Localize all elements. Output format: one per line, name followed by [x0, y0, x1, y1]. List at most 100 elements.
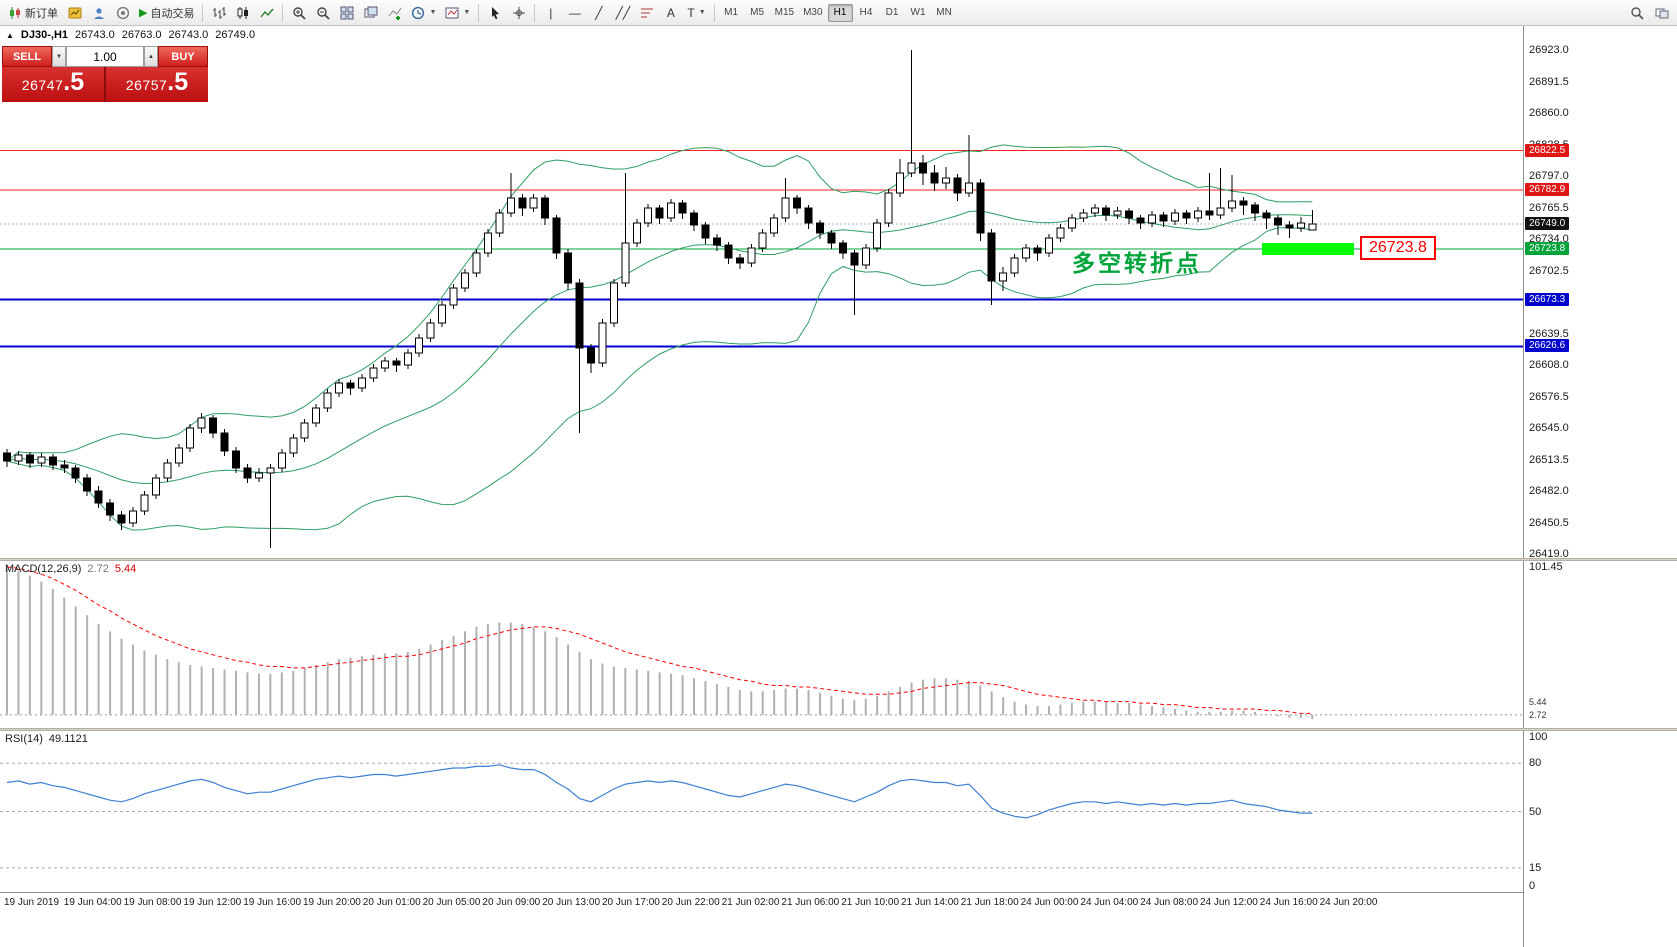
zoom-out-icon — [316, 6, 330, 20]
macd-value-main: 2.72 — [87, 563, 109, 575]
new-order-label: 新订单 — [25, 7, 58, 20]
time-axis-label: 24 Jun 04:00 — [1080, 897, 1139, 908]
toolbar-separator — [282, 3, 284, 22]
volume-increment-button[interactable]: ▲ — [144, 46, 158, 67]
rsi-axis-label: 50 — [1529, 805, 1542, 818]
sell-price-panel[interactable]: 26747 .5 — [2, 67, 104, 102]
sell-button[interactable]: SELL — [2, 46, 52, 67]
ohlc-close: 26749.0 — [215, 29, 256, 41]
timeframe-H4[interactable]: H4 — [859, 7, 873, 18]
navigator-button[interactable] — [87, 2, 110, 24]
search-button[interactable] — [1625, 2, 1648, 24]
zoom-in-button[interactable] — [287, 2, 310, 24]
fibonacci-tool[interactable] — [635, 2, 658, 24]
time-axis-label: 21 Jun 06:00 — [781, 897, 840, 908]
chart-window: ▲ DJ30-,H1 26743.0 26763.0 26743.0 26749… — [0, 26, 1677, 947]
price-level-badge: 26673.3 — [1525, 292, 1570, 306]
tile-windows-button[interactable] — [335, 2, 358, 24]
templates-button[interactable]: ▼ — [441, 2, 474, 24]
candlestick-chart-button[interactable] — [231, 2, 254, 24]
tile-windows-icon — [340, 6, 354, 20]
toolbar-separator — [713, 3, 715, 22]
symbol-title: DJ30-,H1 — [20, 29, 68, 41]
timeframe-D1[interactable]: D1 — [885, 7, 899, 18]
price-axis-label: 26797.0 — [1529, 170, 1569, 182]
trendline-tool[interactable]: ╱ — [587, 2, 610, 24]
toolbar-right — [1625, 2, 1673, 24]
time-axis-label: 20 Jun 13:00 — [542, 897, 601, 908]
channel-tool[interactable]: ╱╱ — [611, 2, 634, 24]
search-icon — [1630, 6, 1644, 20]
time-axis[interactable]: 19 Jun 2019 19 Jun 04:00 19 Jun 08:00 19 Ju… — [0, 892, 1677, 916]
symbol-header: ▲ DJ30-,H1 26743.0 26763.0 26743.0 26749… — [6, 29, 255, 41]
macd-label-row: MACD(12,26,9) 2.72 5.44 — [5, 563, 136, 575]
macd-main-marker: 2.72 — [1529, 709, 1547, 720]
zoom-out-button[interactable] — [311, 2, 334, 24]
time-axis-label: 19 Jun 16:00 — [243, 897, 302, 908]
main-chart-plot[interactable]: 多空转折点 26723.8 — [0, 42, 1523, 558]
one-click-toggle[interactable]: ▲ — [6, 30, 14, 40]
time-axis-label: 21 Jun 02:00 — [721, 897, 780, 908]
one-click-trading-panel: SELL ▼ ▲ BUY 26747 .5 26757 .5 — [2, 46, 208, 102]
arrange-windows-button[interactable] — [359, 2, 382, 24]
cursor-button[interactable] — [483, 2, 506, 24]
price-level-badge: 26782.9 — [1525, 183, 1570, 197]
time-axis-label: 24 Jun 08:00 — [1140, 897, 1199, 908]
macd-value-signal: 5.44 — [114, 563, 137, 575]
volume-decrement-button[interactable]: ▼ — [52, 46, 66, 67]
periods-button[interactable]: ▼ — [407, 2, 440, 24]
line-chart-button[interactable] — [255, 2, 278, 24]
line-chart-icon — [260, 6, 274, 20]
buy-price-frac: .5 — [167, 68, 189, 96]
text-icon: A — [666, 5, 675, 20]
toolbar-separator — [202, 3, 204, 22]
indicators-button[interactable] — [383, 2, 406, 24]
price-axis[interactable]: 26923.026891.526860.026828.526797.026765… — [1523, 26, 1677, 947]
label-tool[interactable]: T ▼ — [683, 2, 709, 24]
panel-splitter[interactable] — [0, 728, 1677, 731]
panel-splitter[interactable] — [0, 558, 1677, 561]
timeframe-H1[interactable]: H1 — [827, 3, 853, 22]
price-axis-label: 26765.5 — [1529, 201, 1569, 214]
vertical-line-tool[interactable]: | — [539, 2, 562, 24]
sell-price-frac: .5 — [63, 68, 85, 96]
time-axis-label: 19 Jun 08:00 — [123, 897, 182, 908]
time-axis-label: 20 Jun 17:00 — [602, 897, 660, 908]
buy-button[interactable]: BUY — [158, 46, 208, 67]
data-window-icon — [116, 6, 130, 20]
price-level-badge: 26723.8 — [1525, 242, 1570, 256]
clock-icon — [411, 6, 425, 20]
timeframe-W1[interactable]: W1 — [910, 7, 926, 18]
new-window-icon — [1655, 6, 1669, 20]
candlestick-chart-icon — [236, 6, 250, 20]
price-axis-label: 26639.5 — [1529, 327, 1569, 340]
ohlc-low: 26743.0 — [168, 29, 209, 41]
auto-trading-button[interactable]: ▶ 自动交易 — [135, 2, 198, 24]
level-highlight-bar — [1262, 243, 1354, 256]
data-window-button[interactable] — [111, 2, 134, 24]
time-axis-label: 24 Jun 12:00 — [1200, 897, 1258, 908]
market-watch-button[interactable] — [63, 2, 86, 24]
horizontal-line-tool[interactable]: — — [563, 2, 586, 24]
timeframe-M1[interactable]: M1 — [724, 7, 739, 18]
rsi-axis-label: 15 — [1529, 861, 1542, 874]
new-order-button[interactable]: 新订单 — [4, 2, 62, 24]
zoom-in-icon — [292, 6, 306, 20]
rsi-panel[interactable]: RSI(14) 49.1121 — [0, 731, 1523, 892]
timeframe-M30[interactable]: M30 — [803, 7, 823, 18]
cursor-icon — [488, 6, 502, 20]
price-axis-label: 26419.0 — [1529, 548, 1569, 560]
timeframe-M5[interactable]: M5 — [750, 7, 765, 18]
text-tool[interactable]: A — [659, 2, 682, 24]
macd-panel[interactable]: MACD(12,26,9) 2.72 5.44 — [0, 561, 1523, 728]
volume-input[interactable] — [67, 47, 143, 66]
bar-chart-button[interactable] — [207, 2, 230, 24]
arrange-windows-icon — [364, 6, 378, 20]
time-axis-label: 20 Jun 09:00 — [482, 897, 541, 908]
crosshair-button[interactable] — [507, 2, 530, 24]
time-axis-label: 19 Jun 2019 — [4, 897, 60, 908]
timeframe-MN[interactable]: MN — [936, 7, 952, 18]
timeframe-M15[interactable]: M15 — [774, 7, 795, 18]
new-window-button[interactable] — [1650, 2, 1673, 24]
buy-price-panel[interactable]: 26757 .5 — [106, 67, 208, 102]
